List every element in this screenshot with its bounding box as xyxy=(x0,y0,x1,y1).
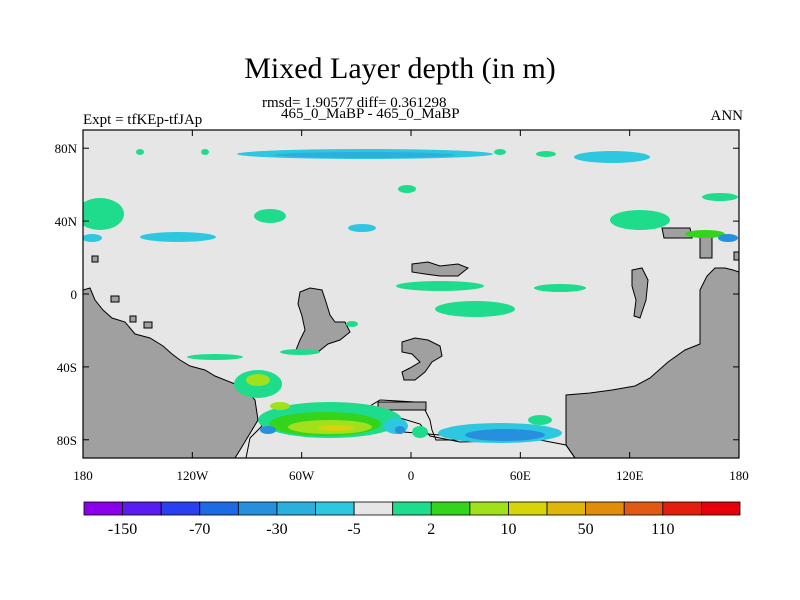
land-coast-segment xyxy=(377,401,427,411)
contour-north-pacific-positive xyxy=(610,210,670,230)
colorbar-swatch xyxy=(546,501,587,516)
x-tick-label: 180 xyxy=(729,468,749,483)
x-tick-label: 0 xyxy=(408,468,415,483)
y-axis: 80N 40N 0 40S 80S xyxy=(55,141,739,448)
contour-midlat-positive xyxy=(254,209,286,223)
colorbar-swatch xyxy=(623,501,664,516)
colorbar-swatch xyxy=(122,501,162,516)
contour-north-atlantic-positive xyxy=(83,198,124,230)
y-tick-label: 40N xyxy=(55,214,78,229)
contour-equatorial-positive xyxy=(396,281,484,291)
land-australia-pacific-sector xyxy=(565,267,739,458)
y-tick-label: 40S xyxy=(57,360,77,375)
contour-south-atlantic-positive xyxy=(412,426,428,438)
land-mid-atlantic-island xyxy=(295,287,351,355)
colorbar-swatch xyxy=(392,501,432,516)
land-indian-island xyxy=(631,267,649,319)
contour-small-positive xyxy=(280,349,320,355)
contour-small-positive xyxy=(187,354,243,360)
colorbar-swatch xyxy=(508,501,548,516)
experiment-label: Expt = tfKEp-tfJAp xyxy=(83,112,203,128)
contour-arctic-negative-core xyxy=(275,152,455,158)
colorbar-label: 10 xyxy=(500,521,516,538)
colorbar-swatch xyxy=(315,501,355,516)
land-south-america-sector xyxy=(83,287,259,458)
land-small-island xyxy=(110,295,120,303)
y-tick-label: 80N xyxy=(55,141,78,156)
x-tick-label: 120E xyxy=(616,468,644,483)
colorbar-label: 110 xyxy=(651,521,674,538)
land-small-island xyxy=(143,321,153,329)
x-tick-label: 60E xyxy=(510,468,531,483)
contour-southern-negative-west xyxy=(260,426,276,434)
plot-area xyxy=(83,130,739,458)
contour-midlat-negative xyxy=(348,224,376,232)
case-subtitle: 465_0_MaBP - 465_0_MaBP xyxy=(281,106,460,122)
land-north-pacific-strip xyxy=(661,227,693,239)
land-south-atlantic-island xyxy=(401,337,443,381)
land-small-island xyxy=(129,315,137,323)
contour-north-atlantic-negative-2 xyxy=(140,232,216,242)
colorbar: -150 -70 -30 -5 2 10 50 110 xyxy=(83,501,741,538)
contour-small-positive xyxy=(346,321,358,327)
contour-north-pacific-positive-core xyxy=(685,230,725,238)
stats-subtitle: rmsd= 1.90577 diff= 0.361298 xyxy=(262,95,447,111)
contour-southern-peak xyxy=(318,425,354,431)
land-equatorial-island xyxy=(411,261,469,277)
land-north-pacific-coast xyxy=(699,235,713,259)
x-tick-label: 60W xyxy=(289,468,315,483)
contour-south-indian-negative-core xyxy=(465,429,545,441)
colorbar-label: 50 xyxy=(578,521,594,538)
colorbar-swatch xyxy=(353,501,394,516)
colorbar-label: 2 xyxy=(427,521,435,538)
land-masses xyxy=(83,227,739,458)
colorbar-swatch xyxy=(83,501,123,516)
colorbar-swatch xyxy=(237,501,278,516)
contour-southern-negative-core xyxy=(395,426,405,434)
colorbar-swatch xyxy=(199,501,239,516)
y-tick-label: 0 xyxy=(71,287,78,302)
contour-north-pacific-negative xyxy=(718,234,738,242)
colorbar-swatch xyxy=(585,501,625,516)
contour-southern-peak-west xyxy=(246,374,270,386)
contour-equatorial-positive-south xyxy=(435,301,515,317)
contour-southern-positive-high-west xyxy=(270,402,290,410)
colorbar-label: -5 xyxy=(347,521,360,538)
contour-small-positive xyxy=(201,149,209,155)
x-tick-label: 120W xyxy=(176,468,209,483)
y-tick-label: 80S xyxy=(57,433,77,448)
contour-arctic-positive xyxy=(536,151,556,157)
x-axis: 180 120W 60W 0 60E 120E 180 xyxy=(73,130,749,483)
land-small-island xyxy=(91,255,99,263)
colorbar-label: -30 xyxy=(266,521,287,538)
colorbar-label: -150 xyxy=(108,521,137,538)
season-label: ANN xyxy=(710,108,744,124)
contour-south-indian-positive xyxy=(528,415,552,425)
colorbar-swatch xyxy=(430,501,471,516)
contour-small-positive xyxy=(136,149,144,155)
contour-arctic-negative-east xyxy=(574,151,650,163)
anomaly-contours xyxy=(83,149,738,443)
colorbar-swatch xyxy=(701,501,741,516)
contour-north-atlantic-negative xyxy=(83,234,102,242)
plot-title: Mixed Layer depth (in m) xyxy=(244,52,556,85)
colorbar-swatch xyxy=(469,501,509,516)
contour-small-positive xyxy=(398,185,416,193)
colorbar-swatch xyxy=(662,501,702,516)
contour-equatorial-positive-east xyxy=(534,284,586,292)
colorbar-swatch xyxy=(276,501,316,516)
colorbar-label: -70 xyxy=(189,521,210,538)
contour-small-positive xyxy=(494,149,506,155)
x-tick-label: 180 xyxy=(73,468,93,483)
land-small-island xyxy=(733,251,739,261)
contour-small-positive xyxy=(702,193,738,201)
colorbar-swatch xyxy=(160,501,201,516)
